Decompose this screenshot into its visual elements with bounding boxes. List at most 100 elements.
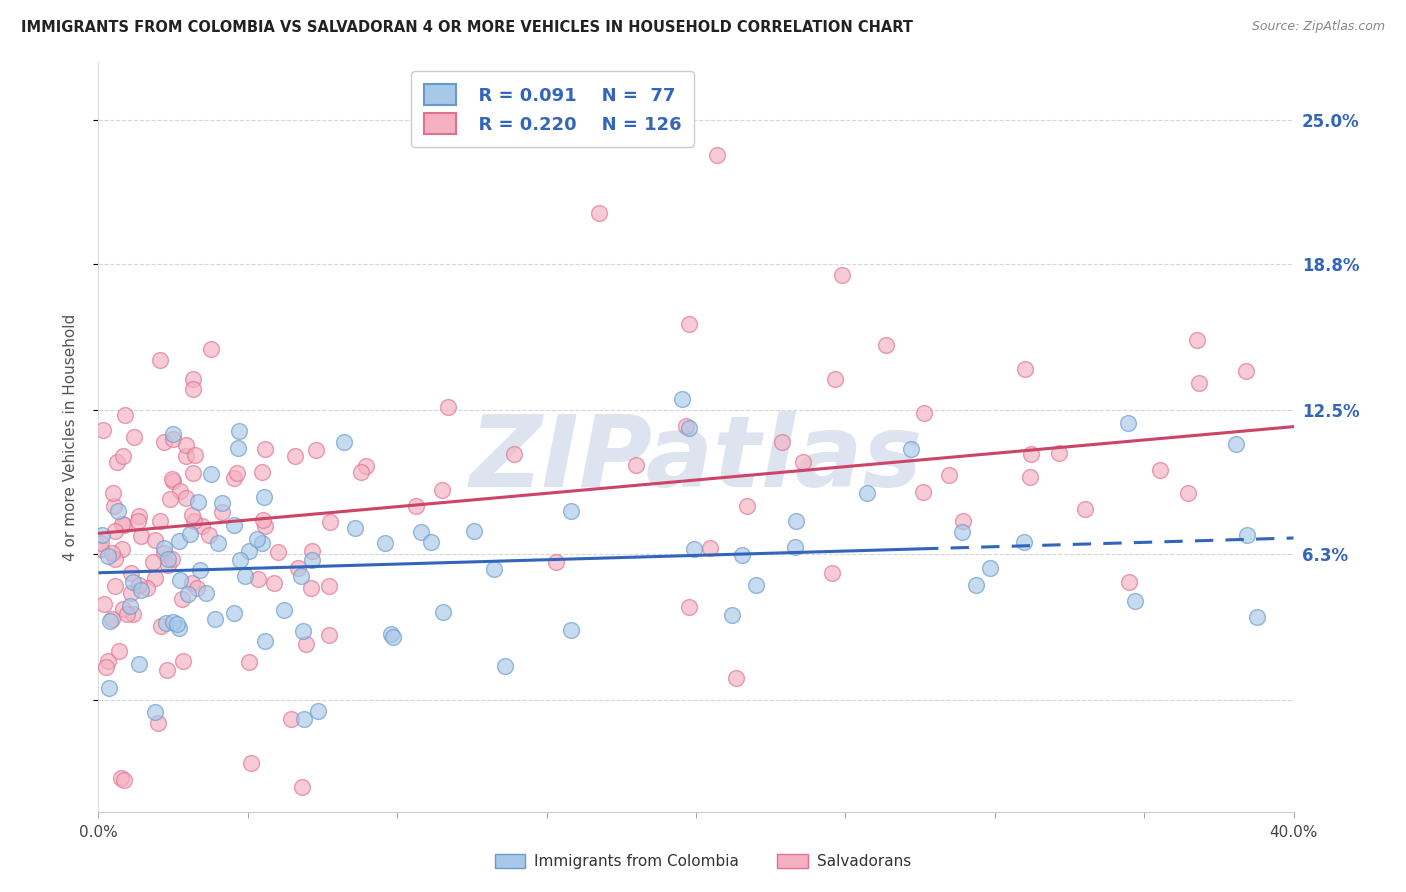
Point: [875, 338, 897, 352]
Point: [114, 772, 136, 787]
Point: [112, 517, 135, 532]
Point: [678, 421, 700, 435]
Point: [678, 317, 700, 331]
Point: [307, 704, 329, 718]
Point: [142, 555, 165, 569]
Text: IMMIGRANTS FROM COLOMBIA VS SALVADORAN 4 OR MORE VEHICLES IN HOUSEHOLD CORRELATI: IMMIGRANTS FROM COLOMBIA VS SALVADORAN 4…: [21, 20, 912, 35]
Point: [204, 612, 226, 626]
Point: [181, 575, 204, 590]
Point: [675, 418, 697, 433]
Point: [911, 485, 934, 500]
Point: [169, 483, 191, 498]
Point: [93, 597, 115, 611]
Point: [380, 627, 402, 641]
Point: [792, 455, 814, 469]
Point: [97, 654, 120, 668]
Point: [143, 571, 166, 585]
Point: [560, 504, 582, 518]
Point: [238, 544, 260, 558]
Point: [560, 623, 582, 637]
Point: [226, 442, 249, 456]
Point: [745, 577, 768, 591]
Point: [153, 541, 176, 555]
Point: [292, 624, 315, 638]
Point: [287, 561, 309, 575]
Point: [263, 575, 285, 590]
Point: [162, 474, 184, 488]
Point: [254, 634, 277, 648]
Point: [122, 430, 145, 444]
Point: [156, 663, 179, 677]
Point: [122, 607, 145, 621]
Point: [177, 587, 200, 601]
Point: [108, 644, 131, 658]
Point: [181, 372, 204, 386]
Point: [225, 466, 247, 480]
Point: [200, 342, 222, 356]
Point: [156, 558, 179, 572]
Point: [211, 496, 233, 510]
Point: [233, 569, 256, 583]
Point: [1188, 376, 1211, 390]
Point: [160, 472, 183, 486]
Point: [253, 442, 276, 457]
Point: [104, 552, 127, 566]
Point: [254, 518, 277, 533]
Point: [482, 561, 505, 575]
Point: [120, 566, 142, 581]
Point: [290, 569, 312, 583]
Point: [301, 553, 323, 567]
Point: [1177, 485, 1199, 500]
Point: [111, 450, 134, 464]
Point: [319, 515, 342, 529]
Point: [149, 353, 172, 368]
Legend:   R = 0.091    N =  77,   R = 0.220    N = 126: R = 0.091 N = 77, R = 0.220 N = 126: [412, 71, 693, 146]
Point: [1074, 502, 1097, 516]
Point: [1019, 447, 1042, 461]
Point: [121, 575, 143, 590]
Point: [162, 552, 184, 566]
Point: [101, 546, 124, 560]
Point: [181, 467, 204, 481]
Point: [682, 542, 704, 557]
Point: [952, 514, 974, 528]
Point: [706, 148, 728, 162]
Legend: Immigrants from Colombia, Salvadorans: Immigrants from Colombia, Salvadorans: [488, 848, 918, 875]
Point: [128, 577, 150, 591]
Point: [120, 585, 142, 599]
Point: [207, 536, 229, 550]
Point: [100, 612, 122, 626]
Point: [912, 406, 935, 420]
Point: [735, 499, 758, 513]
Point: [409, 524, 432, 539]
Point: [128, 657, 150, 672]
Point: [90, 541, 112, 556]
Point: [291, 780, 314, 794]
Point: [965, 578, 987, 592]
Point: [503, 447, 526, 461]
Point: [1149, 463, 1171, 477]
Point: [91, 423, 114, 437]
Point: [318, 579, 340, 593]
Point: [90, 535, 112, 549]
Point: [333, 434, 356, 449]
Point: [91, 527, 114, 541]
Y-axis label: 4 or more Vehicles in Household: 4 or more Vehicles in Household: [63, 313, 77, 561]
Point: [229, 553, 252, 567]
Point: [1236, 527, 1258, 541]
Point: [463, 524, 485, 539]
Point: [143, 705, 166, 719]
Point: [176, 491, 198, 505]
Point: [211, 505, 233, 519]
Point: [432, 605, 454, 619]
Point: [167, 621, 190, 635]
Point: [98, 614, 121, 628]
Point: [111, 517, 134, 532]
Point: [169, 533, 191, 548]
Point: [1012, 535, 1035, 549]
Text: 0.0%: 0.0%: [79, 825, 118, 839]
Point: [950, 525, 973, 540]
Point: [157, 552, 180, 566]
Point: [174, 438, 197, 452]
Point: [284, 449, 307, 463]
